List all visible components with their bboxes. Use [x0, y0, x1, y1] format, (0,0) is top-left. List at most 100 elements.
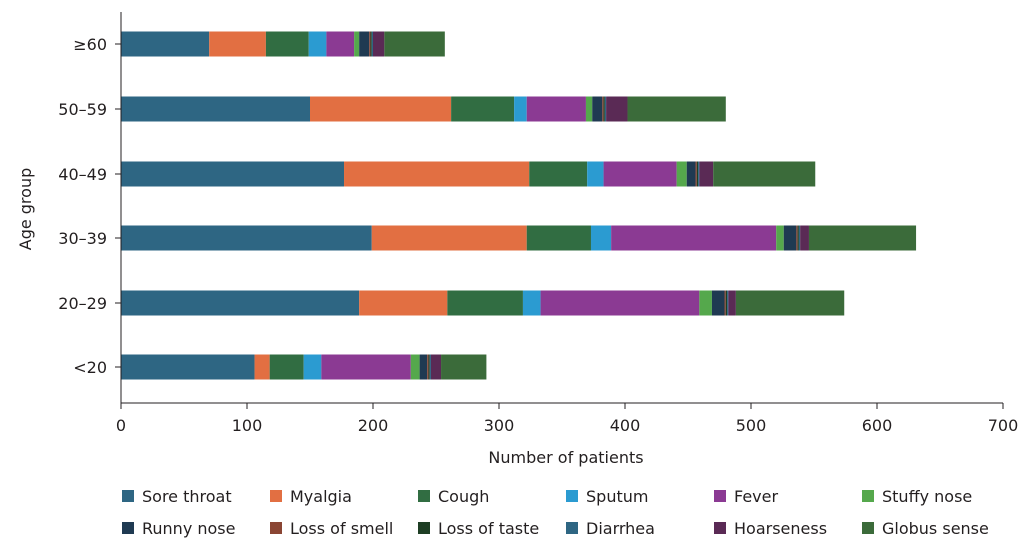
bar-segment [592, 96, 603, 122]
y-tick-label: 20–29 [58, 294, 107, 313]
y-tick-label: 30–39 [58, 229, 107, 248]
bar-segment [686, 161, 696, 187]
bar-segment [121, 31, 210, 57]
bar-segment [369, 31, 371, 57]
legend-swatch [270, 490, 282, 502]
bar-segment [321, 354, 411, 380]
y-tick-label: 50–59 [58, 100, 107, 119]
bar-segment [540, 290, 700, 316]
legend-swatch [270, 522, 282, 534]
bar-segment [209, 31, 266, 57]
legend-swatch [714, 490, 726, 502]
bar-segment [776, 225, 784, 251]
bar-segment [590, 225, 612, 251]
bar-segment [735, 290, 845, 316]
legend-row: Sore throat Myalgia Cough Sputum Fever Stuffy… [122, 480, 1022, 512]
bar-segment [430, 354, 442, 380]
bar-segment [529, 161, 588, 187]
legend-label: Loss of taste [438, 518, 540, 538]
bar-segment [371, 31, 373, 57]
legend-row: Runny nose Loss of smell Loss of taste Diar… [122, 512, 1022, 544]
bar-segment [254, 354, 270, 380]
bar-segment [727, 290, 729, 316]
legend-item: Hoarseness [714, 519, 862, 538]
bar-segment [796, 225, 798, 251]
legend-label: Loss of smell [290, 518, 394, 538]
bar-segment [699, 290, 712, 316]
bar-segment [359, 31, 370, 57]
bar-segment [428, 354, 430, 380]
legend-item: Cough [418, 487, 566, 506]
legend-item: Runny nose [122, 519, 270, 538]
bar-segment [121, 290, 360, 316]
x-axis-title: Number of patients [488, 448, 643, 467]
bar-segment [427, 354, 429, 380]
legend-label: Hoarseness [734, 518, 828, 538]
bar-segment [429, 354, 431, 380]
legend-item: Loss of taste [418, 519, 566, 538]
bar-segment [604, 96, 607, 122]
bar-segment [441, 354, 487, 380]
bar-segment [121, 161, 345, 187]
bar-segment [602, 96, 604, 122]
y-axis-ticks: ≥60 50–59 40–49 30–39 20–29 <20 [58, 35, 121, 377]
bar-segment [728, 290, 736, 316]
legend-item: Loss of smell [270, 519, 418, 538]
legend-label: Sore throat [142, 486, 232, 506]
bar-segment [698, 161, 700, 187]
legend-swatch [862, 490, 874, 502]
legend-item: Fever [714, 487, 862, 506]
legend-label: Sputum [586, 486, 649, 506]
y-axis-title: Age group [16, 168, 35, 251]
bar-segment [265, 31, 309, 57]
x-tick-label: 600 [862, 416, 893, 435]
bar-segment [373, 31, 385, 57]
bar-segment [354, 31, 360, 57]
legend-label: Fever [734, 486, 779, 506]
bar-segment [121, 354, 255, 380]
legend-swatch [122, 490, 134, 502]
bar-segment [121, 225, 372, 251]
legend-swatch [566, 522, 578, 534]
legend-item: Stuffy nose [862, 487, 1010, 506]
legend-label: Myalgia [290, 486, 352, 506]
legend-label: Runny nose [142, 518, 236, 538]
legend-item: Diarrhea [566, 519, 714, 538]
bar-segment [447, 290, 523, 316]
bar-segment [808, 225, 917, 251]
legend-label: Globus sense [882, 518, 989, 538]
bar-segment [627, 96, 726, 122]
x-axis-ticks: 0 100 200 300 400 500 600 700 [116, 403, 1018, 435]
y-tick-label: 40–49 [58, 165, 107, 184]
bars-layer [121, 31, 917, 380]
bar-segment [603, 161, 677, 187]
bar-segment [587, 161, 604, 187]
y-tick-label: <20 [73, 358, 107, 377]
bar-segment [310, 96, 452, 122]
legend-item: Sore throat [122, 487, 270, 506]
bar-segment [783, 225, 797, 251]
legend: Sore throat Myalgia Cough Sputum Fever Stuffy… [122, 480, 1022, 544]
legend-item: Myalgia [270, 487, 418, 506]
x-tick-label: 0 [116, 416, 126, 435]
legend-label: Cough [438, 486, 490, 506]
x-tick-label: 100 [232, 416, 263, 435]
legend-item: Sputum [566, 487, 714, 506]
bar-segment [800, 225, 809, 251]
stacked-bar-chart: 0 100 200 300 400 500 600 700 ≥60 50–59 40–49 30–3… [16, 12, 1018, 467]
bar-segment [419, 354, 428, 380]
bar-segment [526, 225, 591, 251]
x-tick-label: 300 [484, 416, 515, 435]
legend-swatch [418, 490, 430, 502]
bar-segment [724, 290, 726, 316]
bar-segment [606, 96, 628, 122]
legend-label: Diarrhea [586, 518, 655, 538]
bar-segment [676, 161, 687, 187]
bar-segment [713, 161, 816, 187]
bar-segment [326, 31, 355, 57]
bar-segment [121, 96, 310, 122]
bar-segment [344, 161, 530, 187]
bar-segment [603, 96, 605, 122]
bar-segment [371, 225, 527, 251]
legend-label: Stuffy nose [882, 486, 973, 506]
